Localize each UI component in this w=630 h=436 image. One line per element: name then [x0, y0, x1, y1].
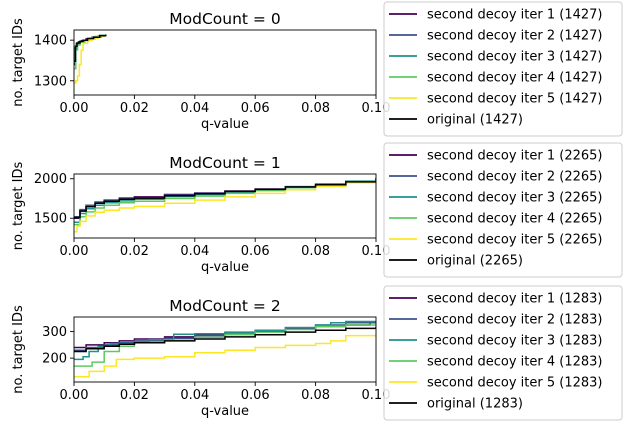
- legend-entry: second decoy iter 2 (2265): [427, 170, 603, 185]
- y-tick-label: 2000: [34, 172, 67, 187]
- x-tick-label: 0.08: [301, 244, 330, 259]
- x-tick-label: 0.00: [60, 101, 89, 116]
- axes-frame: [73, 173, 377, 239]
- y-tick-label: 1500: [34, 212, 67, 227]
- y-axis-label: no. target IDs: [11, 305, 26, 394]
- series-line-5: [74, 34, 107, 63]
- y-axis-label: no. target IDs: [11, 18, 26, 107]
- y-tick-label: 200: [42, 352, 67, 367]
- legend-entry: second decoy iter 2 (1427): [427, 29, 603, 44]
- x-tick-label: 0.06: [241, 101, 270, 116]
- x-axis-label: q-value: [201, 404, 249, 419]
- legend-entry: second decoy iter 5 (1283): [427, 376, 603, 391]
- legend-entry: original (1283): [427, 397, 523, 412]
- y-tick-label: 1300: [34, 74, 67, 89]
- x-axis-label: q-value: [201, 260, 249, 275]
- legend-entry: second decoy iter 1 (1427): [427, 8, 603, 23]
- x-tick-label: 0.04: [180, 244, 209, 259]
- legend-0: second decoy iter 1 (1427) second decoy i…: [383, 1, 623, 137]
- legend-box: [383, 1, 623, 137]
- x-tick-label: 0.10: [362, 244, 391, 259]
- legend-box: [383, 142, 623, 278]
- legend-entry: second decoy iter 5 (2265): [427, 233, 603, 248]
- x-tick-label: 0.04: [180, 388, 209, 403]
- x-tick-label: 0.00: [60, 388, 89, 403]
- legend-box: [383, 285, 623, 421]
- legend-1: second decoy iter 1 (2265) second decoy i…: [383, 142, 623, 278]
- x-tick-label: 0.00: [60, 244, 89, 259]
- series-group-2: [74, 320, 376, 378]
- x-axis-label: q-value: [201, 117, 249, 132]
- y-axis-label: no. target IDs: [11, 162, 26, 251]
- legend-entry: original (2265): [427, 254, 523, 269]
- axes-frame: [73, 316, 377, 383]
- x-tick-label: 0.02: [120, 244, 149, 259]
- x-tick-label: 0.02: [120, 388, 149, 403]
- x-tick-label: 0.06: [241, 244, 270, 259]
- series-line-5: [74, 326, 376, 353]
- chart-title: ModCount = 1: [169, 154, 280, 172]
- y-tick-label: 300: [42, 325, 67, 340]
- series-group-1: [74, 178, 376, 233]
- x-tick-label: 0.06: [241, 388, 270, 403]
- subplot-2: 0.00 0.02 0.04 0.06 0.08 0.10 200 300 ModCount =…: [11, 285, 623, 421]
- series-group-0: [74, 34, 107, 84]
- legend-entry: original (1427): [427, 113, 523, 128]
- series-line-4: [74, 334, 376, 378]
- x-tick-label: 0.04: [180, 101, 209, 116]
- subplot-0: 0.00 0.02 0.04 0.06 0.08 0.10 1300 1400 ModCount…: [11, 1, 623, 137]
- legend-entry: second decoy iter 4 (1427): [427, 71, 603, 86]
- chart-title: ModCount = 0: [169, 10, 280, 28]
- x-tick-label: 0.10: [362, 388, 391, 403]
- axes-frame: [73, 29, 377, 96]
- x-tick-label: 0.08: [301, 101, 330, 116]
- y-tick-label: 1400: [34, 34, 67, 49]
- series-line-4: [74, 34, 105, 84]
- series-line-4: [74, 179, 376, 233]
- x-tick-label: 0.02: [120, 101, 149, 116]
- x-tick-label: 0.08: [301, 388, 330, 403]
- chart-title: ModCount = 2: [169, 297, 280, 315]
- legend-entry: second decoy iter 3 (2265): [427, 191, 603, 206]
- legend-entry: second decoy iter 1 (1283): [427, 292, 603, 307]
- legend-entry: second decoy iter 1 (2265): [427, 149, 603, 164]
- legend-entry: second decoy iter 2 (1283): [427, 313, 603, 328]
- series-line-2: [74, 320, 376, 361]
- legend-entry: second decoy iter 3 (1427): [427, 50, 603, 65]
- series-line-5: [74, 178, 376, 219]
- legend-2: second decoy iter 1 (1283) second decoy i…: [383, 285, 623, 421]
- legend-entry: second decoy iter 5 (1427): [427, 92, 603, 107]
- legend-entry: second decoy iter 3 (1283): [427, 334, 603, 349]
- x-tick-label: 0.10: [362, 101, 391, 116]
- legend-entry: second decoy iter 4 (2265): [427, 212, 603, 227]
- legend-entry: second decoy iter 4 (1283): [427, 355, 603, 370]
- series-line-3: [74, 323, 376, 367]
- subplot-1: 0.00 0.02 0.04 0.06 0.08 0.10 1500 2000 ModCount…: [11, 142, 623, 278]
